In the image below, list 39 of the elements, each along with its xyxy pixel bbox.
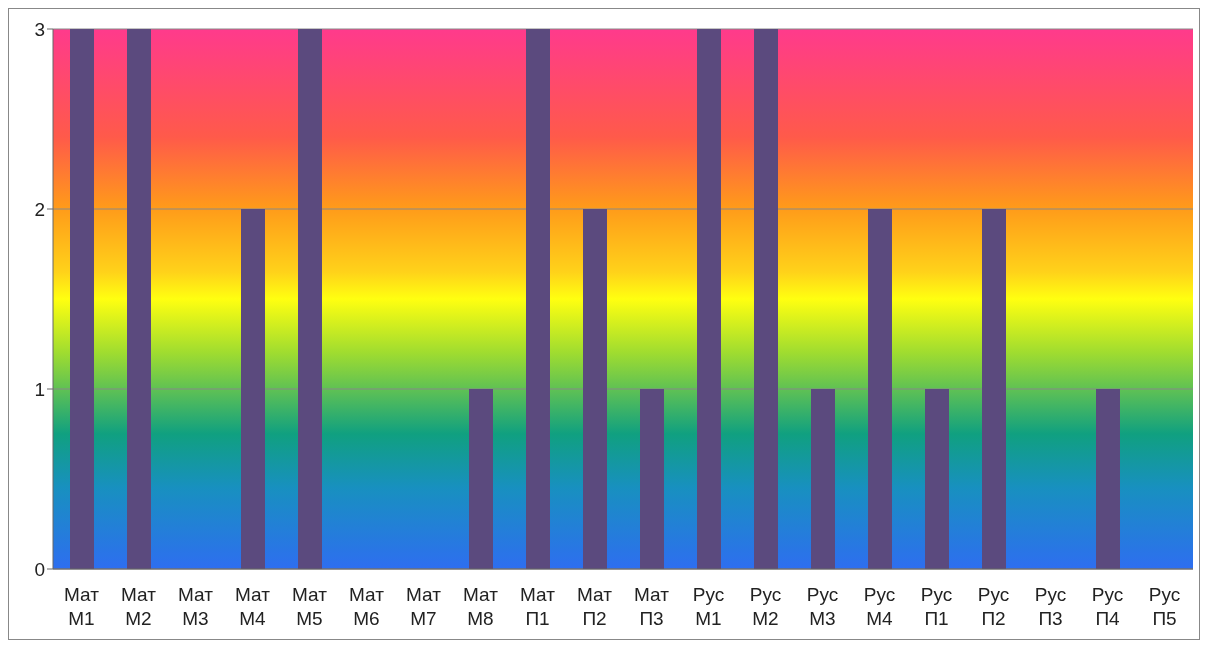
x-tick-label: Мат П1 [520, 584, 556, 629]
bar [868, 209, 892, 569]
x-tick-label: Мат М6 [349, 584, 385, 629]
bar [70, 29, 94, 569]
bar [697, 29, 721, 569]
y-tick-label: 1 [34, 378, 45, 400]
bar [811, 389, 835, 569]
bar [925, 389, 949, 569]
x-tick-label: Рус М3 [806, 584, 839, 629]
x-tick-label: Рус П4 [1091, 584, 1124, 629]
x-tick-label: Рус М2 [749, 584, 782, 629]
x-tick-label: Мат М4 [235, 584, 271, 629]
x-tick-label: Мат М1 [64, 584, 100, 629]
x-tick-label: Мат М2 [121, 584, 157, 629]
bar [982, 209, 1006, 569]
x-tick-label: Рус П2 [977, 584, 1010, 629]
y-tick-label: 2 [34, 198, 45, 220]
x-tick-label: Мат М5 [292, 584, 328, 629]
y-tick-label: 0 [34, 558, 45, 580]
x-tick-label: Мат М8 [463, 584, 499, 629]
bar [1096, 389, 1120, 569]
bar [241, 209, 265, 569]
x-tick-label: Рус П1 [920, 584, 953, 629]
bar [640, 389, 664, 569]
bar [469, 389, 493, 569]
bar [754, 29, 778, 569]
x-tick-label: Мат П3 [634, 584, 670, 629]
x-tick-label: Рус П3 [1034, 584, 1067, 629]
x-tick-label: Мат М3 [178, 584, 214, 629]
bar [526, 29, 550, 569]
x-tick-label: Рус М1 [692, 584, 725, 629]
x-tick-label: Рус М4 [863, 584, 896, 629]
bar [298, 29, 322, 569]
x-tick-label: Мат П2 [577, 584, 613, 629]
bar [583, 209, 607, 569]
x-tick-label: Рус П5 [1148, 584, 1181, 629]
x-tick-label: Мат М7 [406, 584, 442, 629]
bar [127, 29, 151, 569]
y-tick-label: 3 [34, 18, 45, 40]
